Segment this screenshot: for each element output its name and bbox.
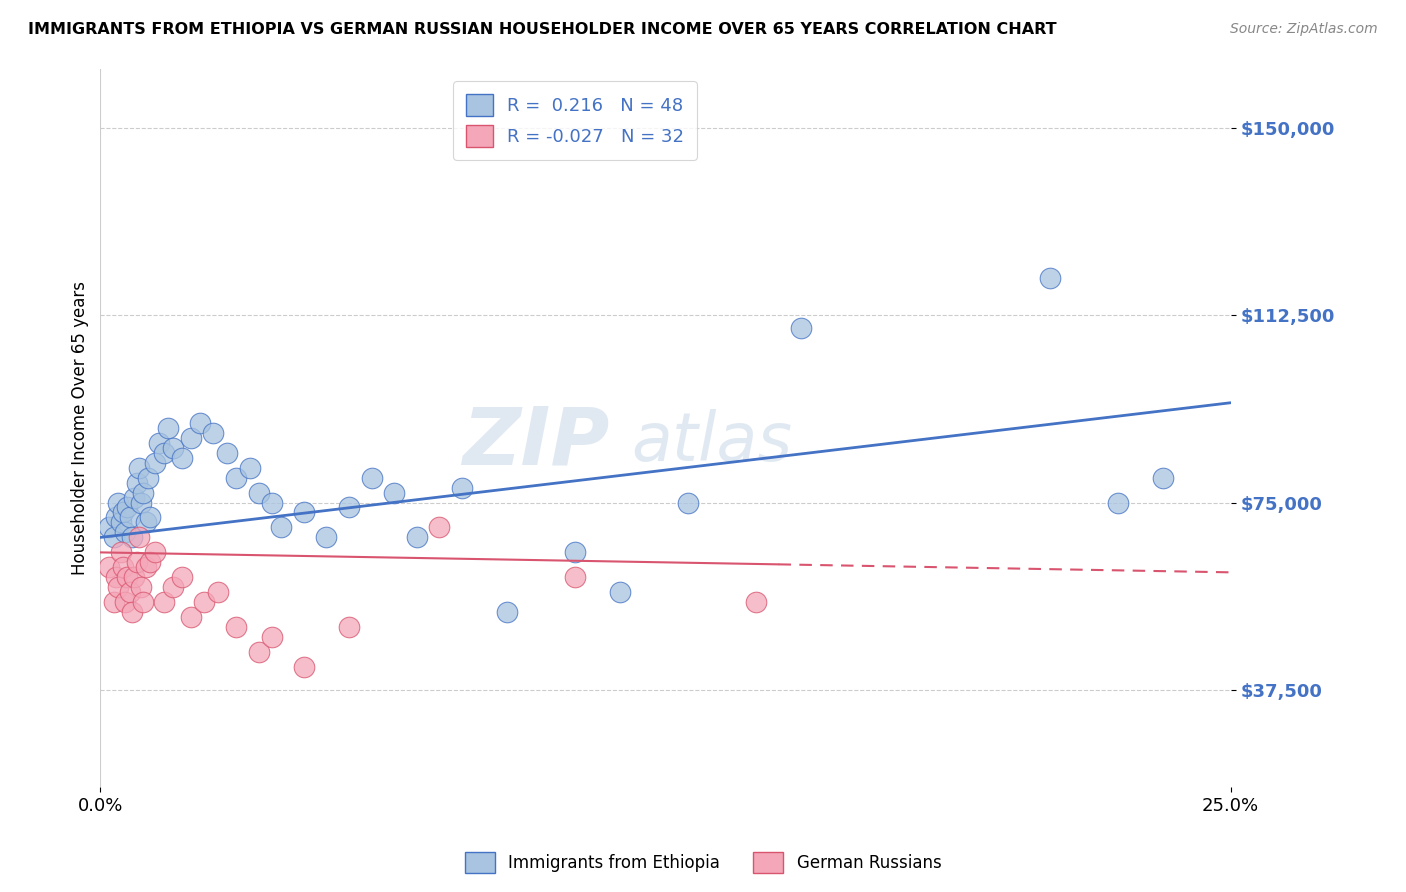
Point (98, 560, 121, 574)
Point (247, 485, 270, 500)
Point (111, 506, 134, 520)
Point (405, 530, 427, 544)
Legend: R =  0.216   N = 48, R = -0.027   N = 32: R = 0.216 N = 48, R = -0.027 N = 32 (453, 81, 697, 160)
Point (676, 495, 699, 509)
Point (117, 570, 139, 584)
Legend: Immigrants from Ethiopia, German Russians: Immigrants from Ethiopia, German Russian… (458, 846, 948, 880)
Point (360, 470, 382, 484)
Point (129, 580, 152, 594)
Point (170, 450, 193, 465)
Point (790, 321, 813, 335)
Point (382, 485, 405, 500)
Point (117, 500, 139, 515)
Point (136, 470, 159, 484)
Point (315, 530, 337, 544)
Point (110, 545, 132, 559)
Point (122, 491, 145, 505)
Y-axis label: Householder Income Over 65 years: Householder Income Over 65 years (72, 281, 89, 574)
Point (162, 441, 184, 455)
Point (132, 595, 155, 609)
Point (1039, 271, 1062, 285)
Point (337, 620, 360, 634)
Point (111, 560, 134, 574)
Point (202, 425, 225, 440)
Point (170, 570, 193, 584)
Point (337, 500, 360, 515)
Point (128, 460, 150, 475)
Point (162, 580, 184, 594)
Point (215, 445, 238, 459)
Point (135, 560, 157, 574)
Point (152, 445, 174, 459)
Text: IMMIGRANTS FROM ETHIOPIA VS GERMAN RUSSIAN HOUSEHOLDER INCOME OVER 65 YEARS CORR: IMMIGRANTS FROM ETHIOPIA VS GERMAN RUSSI… (28, 22, 1057, 37)
Text: atlas: atlas (631, 409, 793, 475)
Point (238, 460, 260, 475)
Point (609, 585, 631, 599)
Point (451, 481, 474, 495)
Point (225, 470, 247, 484)
Point (193, 595, 215, 609)
Point (247, 645, 270, 659)
Point (270, 520, 292, 534)
Point (121, 605, 143, 619)
Point (135, 516, 157, 530)
Point (121, 530, 143, 544)
Point (207, 585, 229, 599)
Point (292, 506, 315, 520)
Text: Source: ZipAtlas.com: Source: ZipAtlas.com (1230, 22, 1378, 37)
Point (114, 525, 136, 540)
Point (152, 595, 174, 609)
Point (496, 605, 519, 619)
Point (262, 630, 284, 644)
Point (1107, 495, 1129, 509)
Point (132, 485, 155, 500)
Point (118, 585, 141, 599)
Point (564, 545, 586, 559)
Point (180, 610, 202, 624)
Point (139, 555, 162, 569)
Point (107, 495, 129, 509)
Point (122, 570, 145, 584)
Point (180, 431, 202, 445)
Point (225, 620, 247, 634)
Point (564, 570, 586, 584)
Point (107, 580, 129, 594)
Point (103, 530, 125, 544)
Point (429, 520, 451, 534)
Point (110, 516, 132, 530)
Point (745, 595, 768, 609)
Point (139, 510, 162, 524)
Point (292, 660, 315, 674)
Point (125, 475, 148, 490)
Point (148, 435, 170, 450)
Point (188, 416, 211, 430)
Point (262, 495, 284, 509)
Point (128, 530, 150, 544)
Point (143, 456, 166, 470)
Point (1152, 470, 1174, 484)
Point (103, 595, 125, 609)
Point (143, 545, 166, 559)
Point (105, 570, 128, 584)
Point (125, 555, 148, 569)
Text: ZIP: ZIP (461, 403, 609, 481)
Point (98, 520, 121, 534)
Point (118, 510, 141, 524)
Point (157, 420, 180, 434)
Point (129, 495, 152, 509)
Point (105, 510, 128, 524)
Point (114, 595, 136, 609)
